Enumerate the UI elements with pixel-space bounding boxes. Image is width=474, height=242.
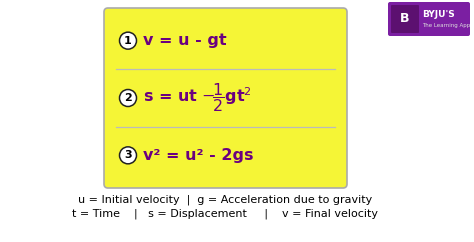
Text: v = u - gt: v = u - gt <box>143 33 227 48</box>
Text: t = Time    |   s = Displacement     |    v = Final velocity: t = Time | s = Displacement | v = Final … <box>73 209 379 219</box>
Text: 1: 1 <box>124 36 132 46</box>
Text: 2: 2 <box>124 93 132 103</box>
Circle shape <box>119 90 137 106</box>
FancyBboxPatch shape <box>391 5 419 33</box>
Text: BYJU'S: BYJU'S <box>422 10 455 19</box>
Text: s = ut $-\!\dfrac{1}{2}$gt$^2$: s = ut $-\!\dfrac{1}{2}$gt$^2$ <box>143 82 252 114</box>
Circle shape <box>119 147 137 164</box>
FancyBboxPatch shape <box>388 2 470 36</box>
Text: The Learning App: The Learning App <box>422 23 470 28</box>
Text: 3: 3 <box>124 150 132 160</box>
Text: u = Initial velocity  |  g = Acceleration due to gravity: u = Initial velocity | g = Acceleration … <box>78 195 373 205</box>
Text: B: B <box>400 13 410 25</box>
Circle shape <box>119 32 137 49</box>
FancyBboxPatch shape <box>104 8 347 188</box>
Text: v² = u² - 2gs: v² = u² - 2gs <box>143 148 254 163</box>
